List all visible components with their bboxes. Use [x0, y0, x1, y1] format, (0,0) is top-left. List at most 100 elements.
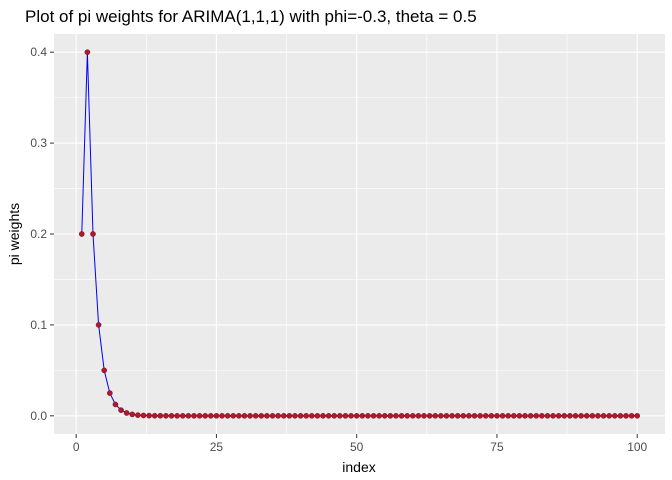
- data-point: [219, 413, 225, 419]
- data-point: [123, 410, 130, 416]
- data-point: [286, 413, 293, 419]
- data-point: [331, 413, 338, 419]
- data-point: [353, 413, 360, 419]
- data-point: [224, 413, 231, 419]
- data-point: [555, 413, 562, 419]
- data-point: [510, 413, 517, 419]
- data-point: [533, 413, 540, 419]
- data-point: [90, 231, 96, 237]
- data-point: [449, 413, 455, 419]
- data-point: [247, 413, 253, 419]
- data-point: [522, 413, 528, 419]
- y-tick-label: 0.3: [30, 136, 47, 150]
- data-point: [550, 413, 556, 419]
- data-point: [185, 413, 192, 419]
- data-point: [236, 413, 242, 419]
- data-point: [303, 413, 310, 419]
- data-point: [477, 413, 483, 419]
- data-point: [527, 413, 534, 419]
- y-axis-ticks: 0.0 0.1 0.2 0.3 0.4: [30, 45, 54, 423]
- series-points-layer: [78, 49, 641, 419]
- x-tick-label: 100: [627, 440, 647, 454]
- data-point: [264, 413, 270, 419]
- data-point: [359, 413, 366, 419]
- data-point: [78, 231, 85, 237]
- data-point: [151, 412, 158, 419]
- data-point: [365, 413, 371, 419]
- data-point: [454, 413, 461, 419]
- data-point: [578, 413, 584, 419]
- data-point: [628, 413, 635, 419]
- data-point: [280, 413, 287, 419]
- data-point: [460, 413, 467, 419]
- data-point: [118, 407, 124, 413]
- data-point: [623, 413, 629, 419]
- data-point: [471, 413, 478, 419]
- chart-title: Plot of pi weights for ARIMA(1,1,1) with…: [25, 7, 477, 26]
- data-point: [438, 413, 444, 419]
- data-point: [617, 413, 624, 419]
- data-point: [370, 413, 377, 419]
- y-tick-label: 0.4: [30, 45, 47, 59]
- data-point: [398, 413, 405, 419]
- data-point: [107, 390, 113, 396]
- data-point: [309, 413, 315, 419]
- data-point: [157, 412, 164, 419]
- data-point: [544, 413, 551, 419]
- x-axis-title: index: [342, 459, 375, 475]
- y-tick-label: 0.2: [30, 227, 47, 241]
- data-point: [163, 412, 169, 419]
- data-point: [600, 413, 607, 419]
- data-point: [595, 413, 601, 419]
- data-point: [404, 413, 410, 419]
- data-point: [494, 413, 500, 419]
- data-point: [146, 412, 152, 419]
- data-point: [101, 367, 108, 374]
- data-point: [583, 413, 590, 419]
- data-point: [168, 413, 175, 419]
- data-point: [213, 413, 220, 419]
- data-point: [539, 413, 545, 419]
- data-point: [325, 413, 332, 419]
- x-axis-ticks: 0 25 50 75 100: [73, 434, 648, 454]
- data-point: [342, 413, 349, 419]
- data-point: [191, 413, 197, 419]
- data-point: [292, 413, 298, 419]
- data-point: [140, 412, 147, 419]
- x-tick-label: 50: [350, 440, 364, 454]
- y-tick-label: 0.1: [30, 318, 47, 332]
- data-point: [421, 413, 427, 419]
- data-point: [275, 413, 281, 419]
- data-point: [129, 411, 136, 418]
- data-point: [174, 413, 180, 419]
- data-point: [179, 413, 186, 419]
- data-point: [196, 413, 203, 419]
- data-point: [337, 413, 343, 419]
- data-point: [202, 413, 209, 419]
- data-point: [466, 413, 472, 419]
- data-point: [84, 49, 91, 55]
- data-point: [376, 413, 382, 419]
- data-point: [426, 413, 433, 419]
- data-point: [320, 413, 326, 419]
- data-point: [135, 412, 141, 418]
- data-point: [516, 413, 523, 419]
- data-point: [387, 413, 394, 419]
- data-point: [348, 413, 354, 419]
- data-point: [482, 413, 489, 419]
- data-point: [269, 413, 276, 419]
- data-point: [297, 413, 304, 419]
- data-point: [561, 413, 568, 419]
- data-point: [505, 413, 511, 419]
- series-line-layer: [81, 52, 638, 417]
- data-point: [252, 413, 259, 419]
- data-point: [415, 413, 422, 419]
- data-point: [112, 401, 119, 408]
- data-point: [572, 413, 579, 419]
- data-point: [499, 413, 506, 419]
- data-point: [589, 413, 596, 419]
- data-point: [241, 413, 248, 419]
- data-point: [611, 413, 618, 419]
- data-point: [567, 413, 573, 419]
